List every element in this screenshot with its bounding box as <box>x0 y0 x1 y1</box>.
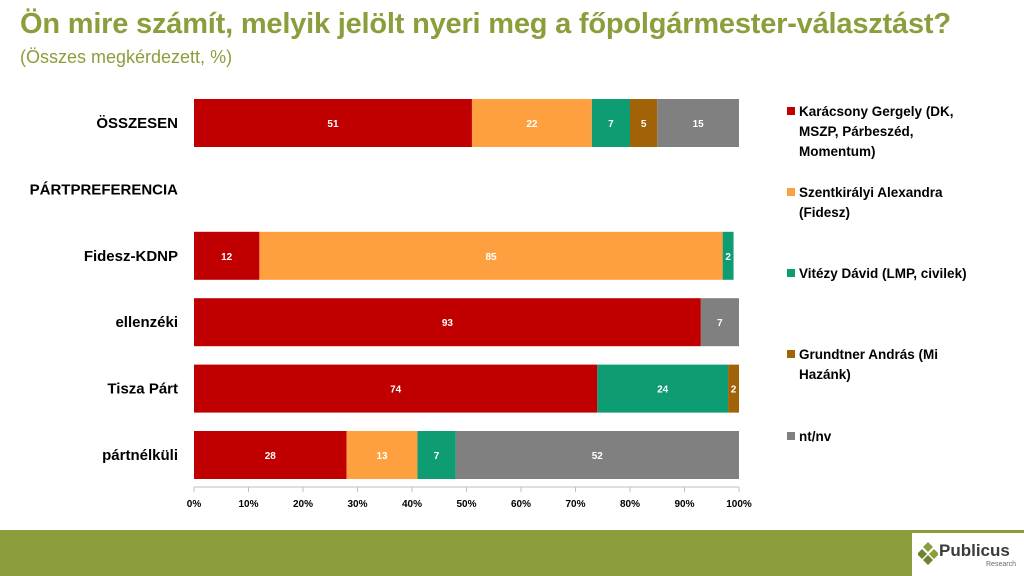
legend-swatch-0 <box>787 107 795 115</box>
category-label-0: ÖSSZESEN <box>96 115 178 132</box>
legend-label-4-0: nt/nv <box>799 429 832 444</box>
bar-segment-5-1 <box>346 431 418 479</box>
data-label-2-2: 2 <box>725 252 731 263</box>
x-tick-label-9: 90% <box>674 499 694 510</box>
data-label-5-0: 28 <box>265 451 277 462</box>
legend-swatch-4 <box>787 432 795 440</box>
bar-segment-3-4 <box>700 298 739 347</box>
legend-swatch-3 <box>787 350 795 358</box>
x-tick-label-7: 70% <box>565 499 585 510</box>
x-tick-label-2: 20% <box>293 499 313 510</box>
bar-segment-5-2 <box>417 431 456 479</box>
data-label-0-4: 15 <box>693 119 705 130</box>
bar-segment-2-1 <box>259 231 723 280</box>
legend-label-0-0: Karácsony Gergely (DK, <box>799 104 954 119</box>
data-label-0-2: 7 <box>608 119 614 130</box>
page-subtitle: (Összes megkérdezett, %) <box>20 47 233 67</box>
bar-segment-4-3 <box>728 364 739 413</box>
data-label-4-3: 2 <box>731 385 737 396</box>
logo-name: Publicus <box>939 541 1010 560</box>
publicus-logo-icon <box>918 542 938 565</box>
data-label-4-0: 74 <box>390 385 402 396</box>
data-label-2-1: 85 <box>485 252 497 263</box>
category-label-5: pártnélküli <box>102 447 178 464</box>
bar-segment-2-2 <box>722 231 734 280</box>
x-tick-label-0: 0% <box>187 499 202 510</box>
bar-segment-0-3 <box>630 99 658 147</box>
data-label-5-2: 7 <box>434 451 440 462</box>
bar-segment-4-0 <box>194 364 598 413</box>
legend-swatch-1 <box>787 188 795 196</box>
x-tick-label-3: 30% <box>347 499 367 510</box>
bar-segment-0-2 <box>591 99 630 147</box>
data-label-0-0: 51 <box>327 119 339 130</box>
publicus-logo: Publicus Research <box>912 533 1024 576</box>
footer-band <box>0 530 1024 576</box>
legend-label-0-1: MSZP, Párbeszéd, <box>799 124 914 139</box>
x-tick-label-5: 50% <box>456 499 476 510</box>
data-label-0-3: 5 <box>641 119 647 130</box>
data-label-5-1: 13 <box>376 451 388 462</box>
bar-segment-5-4 <box>455 431 739 479</box>
bar-segment-5-0 <box>194 431 347 479</box>
bar-segment-0-1 <box>471 99 592 147</box>
x-tick-label-1: 10% <box>238 499 258 510</box>
bar-segment-2-0 <box>194 231 260 280</box>
category-label-3: ellenzéki <box>115 314 178 331</box>
data-label-5-4: 52 <box>592 451 604 462</box>
x-tick-label-8: 80% <box>620 499 640 510</box>
category-label-4: Tisza Párt <box>107 381 178 398</box>
legend-swatch-2 <box>787 269 795 277</box>
legend-label-0-2: Momentum) <box>799 144 876 159</box>
x-tick-label-6: 60% <box>511 499 531 510</box>
category-label-2: Fidesz-KDNP <box>84 248 178 265</box>
data-label-2-0: 12 <box>221 252 233 263</box>
bar-segment-4-2 <box>597 364 729 413</box>
page-title: Ön mire számít, melyik jelölt nyeri meg … <box>20 8 951 40</box>
x-tick-label-10: 100% <box>726 499 752 510</box>
data-label-3-0: 93 <box>442 318 454 329</box>
legend-label-1-1: (Fidesz) <box>799 205 850 220</box>
legend-label-1-0: Szentkirályi Alexandra <box>799 185 943 200</box>
legend-label-2-0: Vitézy Dávid (LMP, civilek) <box>799 266 967 281</box>
category-label-1: PÁRTPREFERENCIA <box>30 181 179 198</box>
data-label-0-1: 22 <box>526 119 538 130</box>
data-label-3-4: 7 <box>717 318 723 329</box>
legend-label-3-1: Hazánk) <box>799 367 851 382</box>
legend-label-3-0: Grundtner András (Mi <box>799 347 938 362</box>
bar-segment-3-0 <box>194 298 701 347</box>
bar-segment-0-0 <box>194 99 472 147</box>
data-label-4-2: 24 <box>657 385 669 396</box>
logo-subtitle: Research <box>986 561 1016 568</box>
x-tick-label-4: 40% <box>402 499 422 510</box>
bar-segment-0-4 <box>657 99 739 147</box>
